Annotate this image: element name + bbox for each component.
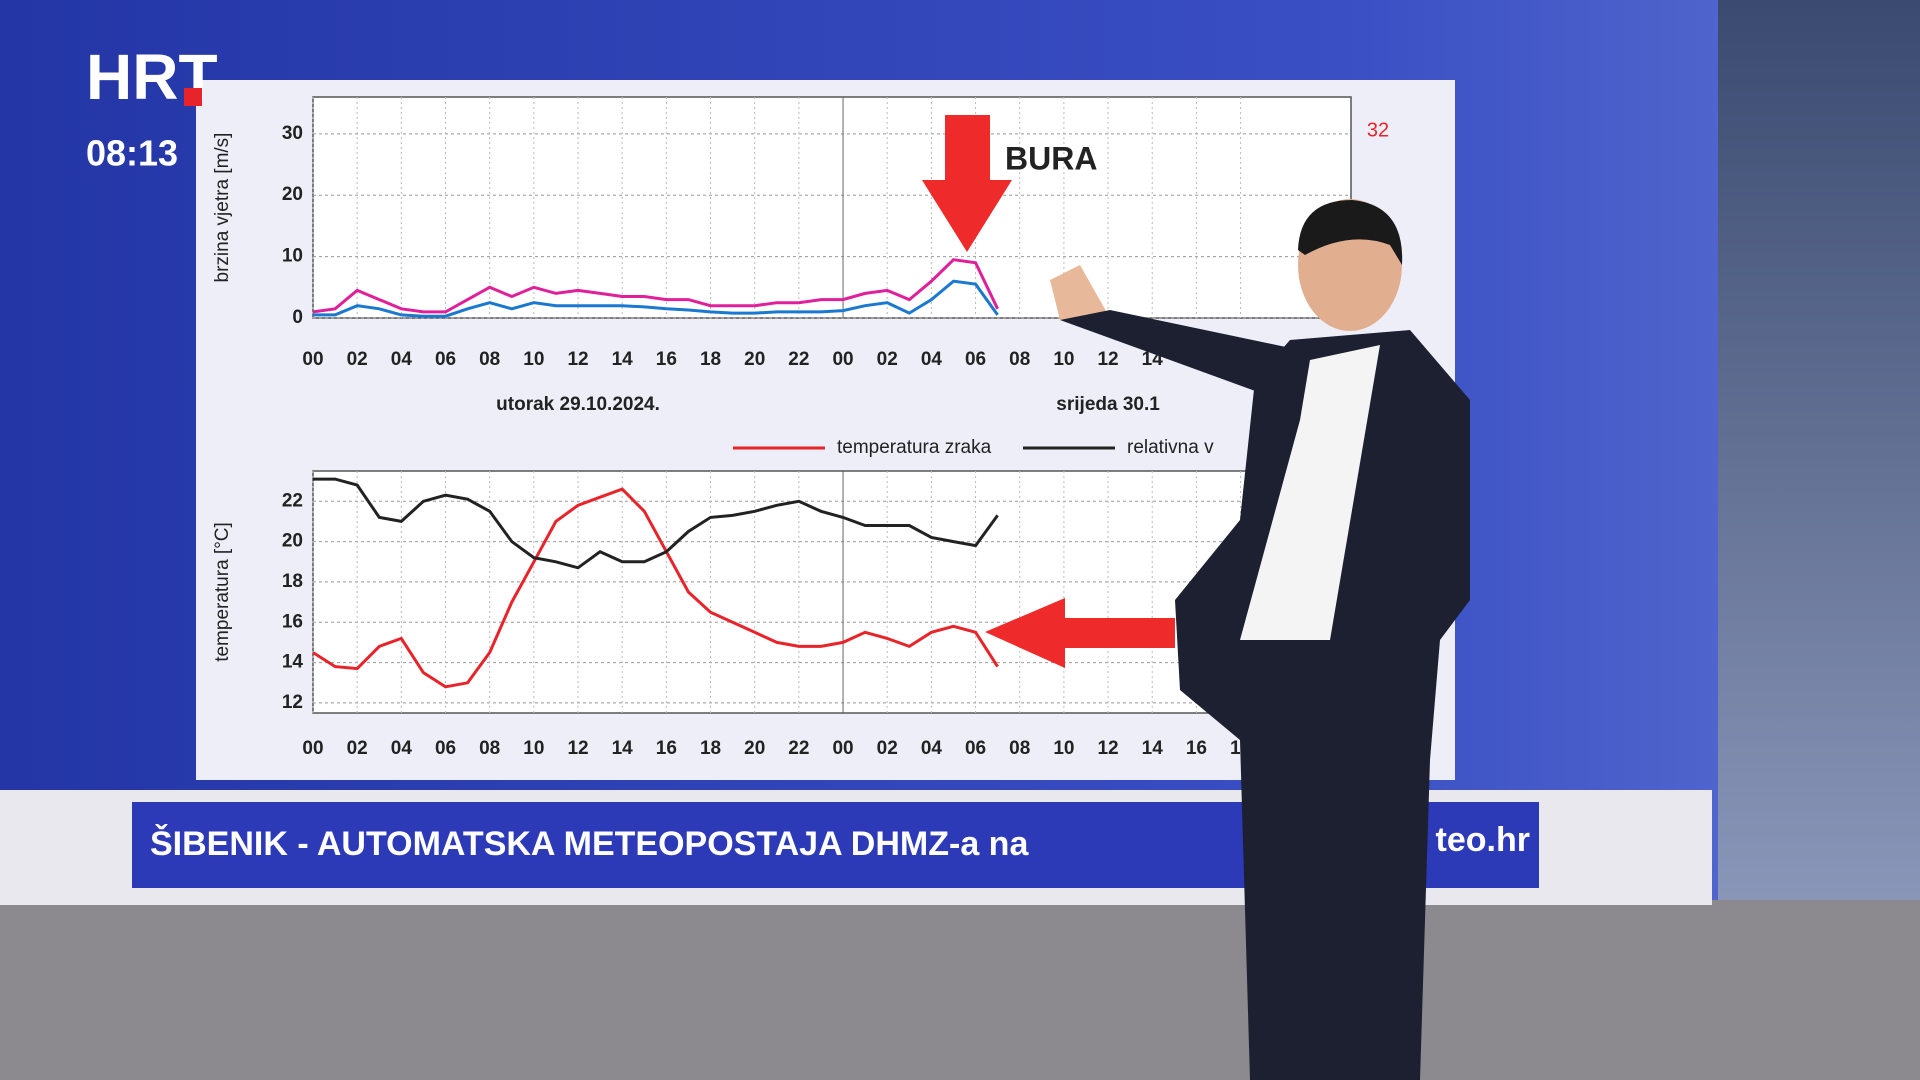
x-tick-label: 10 bbox=[523, 349, 544, 370]
x-tick-label: 02 bbox=[347, 738, 368, 759]
y-tick-label: 20 bbox=[282, 531, 303, 552]
y-tick-label: 18 bbox=[282, 571, 303, 592]
x-tick-label: 04 bbox=[391, 738, 413, 759]
arrow-left bbox=[985, 598, 1175, 668]
x-tick-label: 02 bbox=[877, 349, 898, 370]
x-tick-label: 18 bbox=[700, 349, 721, 370]
y-tick-label: 0 bbox=[292, 307, 303, 328]
x-tick-label: 00 bbox=[302, 349, 323, 370]
arm bbox=[1060, 310, 1300, 400]
x-tick-label: 06 bbox=[435, 349, 456, 370]
x-tick-label: 02 bbox=[347, 349, 368, 370]
series-line bbox=[312, 487, 999, 689]
y-tick-label: 22 bbox=[282, 490, 303, 511]
x-tick-label: 20 bbox=[744, 738, 765, 759]
x-tick-label: 22 bbox=[788, 349, 809, 370]
x-tick-label: 10 bbox=[1053, 738, 1074, 759]
plot-area bbox=[312, 96, 1352, 319]
x-tick-label: 00 bbox=[832, 349, 853, 370]
x-tick-label: 08 bbox=[1009, 349, 1030, 370]
x-tick-label: 04 bbox=[921, 738, 943, 759]
x-tick-label: 08 bbox=[479, 738, 500, 759]
banner-text-end: teo.hr bbox=[1436, 821, 1530, 859]
x-tick-label: 06 bbox=[965, 349, 986, 370]
legend-label: relativna v bbox=[1127, 437, 1214, 458]
x-tick-label: 14 bbox=[612, 349, 634, 370]
right-label: 32 bbox=[1367, 119, 1389, 141]
y-tick-label: 20 bbox=[282, 184, 303, 205]
x-tick-label: 08 bbox=[479, 349, 500, 370]
logo-mark bbox=[184, 88, 202, 106]
x-tick-label: 04 bbox=[391, 349, 413, 370]
x-tick-label: 12 bbox=[567, 349, 588, 370]
x-tick-label: 02 bbox=[877, 738, 898, 759]
series-line bbox=[313, 279, 999, 318]
x-tick-label: 20 bbox=[744, 349, 765, 370]
x-tick-label: 10 bbox=[1053, 349, 1074, 370]
y-axis-label: brzina vjetra [m/s] bbox=[212, 133, 233, 283]
y-axis-label: temperatura [°C] bbox=[212, 522, 233, 662]
hair bbox=[1298, 200, 1403, 265]
x-tick-label: 12 bbox=[1097, 349, 1118, 370]
x-tick-label: 14 bbox=[1142, 738, 1164, 759]
legend-label: temperatura zraka bbox=[837, 437, 992, 458]
x-tick-label: 16 bbox=[656, 738, 677, 759]
x-tick-label: 00 bbox=[302, 738, 323, 759]
series-line bbox=[312, 258, 999, 314]
x-tick-label: 12 bbox=[567, 738, 588, 759]
shirt bbox=[1240, 345, 1380, 640]
x-tick-label: 16 bbox=[656, 349, 677, 370]
x-tick-label: 14 bbox=[612, 738, 634, 759]
clock: 08:13 bbox=[86, 133, 178, 174]
arrow-down bbox=[922, 115, 1012, 252]
x-tick-label: 08 bbox=[1009, 738, 1030, 759]
y-tick-label: 12 bbox=[282, 692, 303, 713]
date-label: srijeda 30.1 bbox=[1056, 394, 1160, 415]
x-tick-label: 06 bbox=[965, 738, 986, 759]
y-tick-label: 14 bbox=[282, 652, 304, 673]
y-tick-label: 16 bbox=[282, 611, 303, 632]
y-tick-label: 30 bbox=[282, 123, 303, 144]
x-tick-label: 18 bbox=[700, 738, 721, 759]
y-tick-label: 10 bbox=[282, 246, 303, 267]
series-line bbox=[313, 477, 999, 570]
side-screen bbox=[1718, 0, 1920, 900]
x-tick-label: 04 bbox=[921, 349, 943, 370]
banner-text: ŠIBENIK - AUTOMATSKA METEOPOSTAJA DHMZ-a… bbox=[150, 824, 1029, 863]
presenter bbox=[1050, 199, 1470, 1080]
jacket bbox=[1175, 330, 1470, 1080]
floor bbox=[0, 900, 1920, 1080]
x-tick-label: 00 bbox=[832, 738, 853, 759]
x-tick-label: 12 bbox=[1097, 738, 1118, 759]
x-tick-label: 06 bbox=[435, 738, 456, 759]
hand bbox=[1050, 265, 1110, 320]
x-tick-label: 22 bbox=[788, 738, 809, 759]
x-tick-label: 16 bbox=[1186, 738, 1207, 759]
date-label: utorak 29.10.2024. bbox=[496, 394, 660, 415]
x-tick-label: 10 bbox=[523, 738, 544, 759]
annotation: BURA bbox=[1005, 140, 1097, 176]
